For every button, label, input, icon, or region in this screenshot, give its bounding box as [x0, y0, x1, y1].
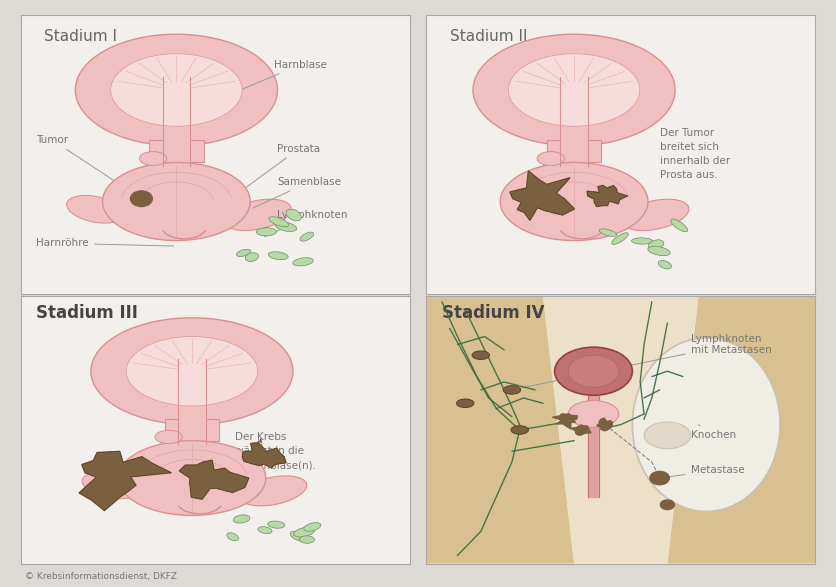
Polygon shape — [587, 185, 628, 207]
Ellipse shape — [103, 163, 250, 241]
Text: Der Krebs
wächst in die
Samenblase(n).: Der Krebs wächst in die Samenblase(n). — [235, 433, 317, 470]
Ellipse shape — [500, 163, 648, 241]
Ellipse shape — [240, 476, 307, 506]
Text: Der Tumor
breitet sich
innerhalb der
Prosta aus.: Der Tumor breitet sich innerhalb der Pro… — [660, 128, 730, 180]
Polygon shape — [588, 395, 599, 497]
Polygon shape — [163, 77, 190, 166]
Ellipse shape — [140, 151, 166, 166]
Ellipse shape — [658, 261, 671, 269]
Ellipse shape — [473, 34, 675, 146]
Text: Stadium I: Stadium I — [44, 29, 117, 43]
Ellipse shape — [300, 232, 314, 241]
Polygon shape — [165, 419, 219, 441]
Ellipse shape — [648, 247, 670, 255]
Ellipse shape — [269, 217, 288, 227]
Ellipse shape — [632, 338, 780, 511]
Text: Prostata: Prostata — [229, 143, 320, 200]
Text: Samenblase: Samenblase — [252, 177, 341, 208]
Ellipse shape — [293, 258, 314, 266]
Ellipse shape — [538, 151, 564, 166]
Ellipse shape — [456, 399, 474, 407]
Ellipse shape — [245, 253, 258, 261]
Ellipse shape — [237, 249, 251, 257]
Text: Lymphknoten: Lymphknoten — [264, 210, 348, 237]
Ellipse shape — [632, 238, 653, 244]
Text: Knochen: Knochen — [691, 424, 736, 440]
Text: Harnblase: Harnblase — [210, 60, 326, 103]
Ellipse shape — [508, 54, 640, 126]
Text: Stadium II: Stadium II — [450, 29, 528, 43]
Text: Stadium III: Stadium III — [37, 305, 138, 322]
Ellipse shape — [568, 400, 619, 427]
Ellipse shape — [293, 527, 314, 537]
Circle shape — [660, 500, 675, 510]
Ellipse shape — [268, 521, 285, 528]
Ellipse shape — [290, 531, 304, 541]
Polygon shape — [667, 296, 815, 564]
Polygon shape — [553, 414, 578, 429]
Polygon shape — [510, 171, 574, 220]
Ellipse shape — [82, 473, 140, 499]
Ellipse shape — [257, 228, 277, 236]
Ellipse shape — [227, 533, 238, 541]
Ellipse shape — [224, 199, 291, 231]
Ellipse shape — [670, 219, 688, 232]
Polygon shape — [543, 296, 699, 564]
Ellipse shape — [91, 318, 293, 424]
Ellipse shape — [299, 536, 314, 544]
Ellipse shape — [503, 386, 521, 394]
Polygon shape — [597, 418, 613, 431]
Polygon shape — [242, 443, 286, 468]
Ellipse shape — [126, 336, 257, 406]
Ellipse shape — [612, 232, 629, 244]
Ellipse shape — [472, 351, 490, 359]
Ellipse shape — [568, 355, 619, 387]
Ellipse shape — [110, 54, 242, 126]
Ellipse shape — [622, 199, 689, 231]
Ellipse shape — [257, 527, 272, 534]
Ellipse shape — [644, 422, 691, 448]
Ellipse shape — [118, 441, 266, 515]
Polygon shape — [149, 140, 204, 163]
Polygon shape — [79, 451, 171, 511]
Text: Tumor: Tumor — [37, 135, 139, 197]
Circle shape — [650, 471, 670, 485]
Ellipse shape — [599, 229, 617, 237]
Ellipse shape — [511, 426, 528, 434]
Ellipse shape — [75, 34, 278, 146]
Ellipse shape — [286, 209, 302, 221]
Polygon shape — [178, 359, 206, 444]
Ellipse shape — [649, 240, 664, 249]
Text: © Krebsinformationsdienst, DKFZ: © Krebsinformationsdienst, DKFZ — [25, 572, 177, 581]
Text: Stadium IV: Stadium IV — [442, 305, 544, 322]
Text: Harnröhre: Harnröhre — [37, 238, 174, 248]
Circle shape — [130, 191, 152, 207]
Ellipse shape — [275, 222, 297, 231]
Ellipse shape — [155, 430, 182, 444]
Ellipse shape — [554, 347, 632, 395]
Ellipse shape — [233, 515, 250, 523]
Polygon shape — [571, 425, 591, 435]
Text: Lymphknoten
mit Metastasen: Lymphknoten mit Metastasen — [515, 334, 772, 389]
Polygon shape — [426, 296, 574, 564]
Text: Metastase: Metastase — [662, 465, 744, 478]
Ellipse shape — [268, 252, 288, 259]
Polygon shape — [547, 140, 601, 163]
Ellipse shape — [303, 522, 321, 531]
Polygon shape — [560, 77, 588, 166]
Polygon shape — [179, 460, 249, 499]
Ellipse shape — [67, 195, 124, 223]
